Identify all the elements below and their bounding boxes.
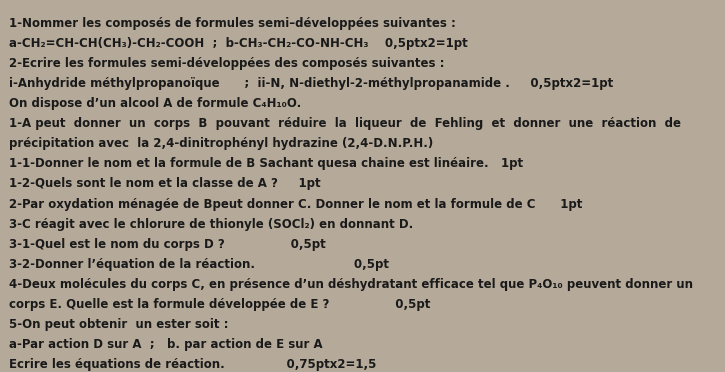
- Text: 3-C réagit avec le chlorure de thionyle (SOCl₂) en donnant D.: 3-C réagit avec le chlorure de thionyle …: [9, 218, 413, 231]
- Text: 5-On peut obtenir  un ester soit :: 5-On peut obtenir un ester soit :: [9, 318, 228, 331]
- Text: Ecrire les équations de réaction.               0,75ptx2=1,5: Ecrire les équations de réaction. 0,75pt…: [9, 358, 376, 371]
- Text: 3-1-Quel est le nom du corps D ?                0,5pt: 3-1-Quel est le nom du corps D ? 0,5pt: [9, 238, 326, 251]
- Text: i-Anhydride méthylpropanoïque      ;  ii-N, N-diethyl-2-méthylpropanamide .     : i-Anhydride méthylpropanoïque ; ii-N, N-…: [9, 77, 613, 90]
- Text: 1-Nommer les composés de formules semi–développées suivantes :: 1-Nommer les composés de formules semi–d…: [9, 17, 455, 30]
- Text: précipitation avec  la 2,4-dinitrophényl hydrazine (2,4-D.N.P.H.): précipitation avec la 2,4-dinitrophényl …: [9, 137, 433, 150]
- Text: 1-1-Donner le nom et la formule de B Sachant quesa chaine est linéaire.   1pt: 1-1-Donner le nom et la formule de B Sac…: [9, 157, 523, 170]
- Text: On dispose d’un alcool A de formule C₄H₁₀O.: On dispose d’un alcool A de formule C₄H₁…: [9, 97, 301, 110]
- Text: 2-Ecrire les formules semi-développées des composés suivantes :: 2-Ecrire les formules semi-développées d…: [9, 57, 444, 70]
- Text: corps E. Quelle est la formule développée de E ?                0,5pt: corps E. Quelle est la formule développé…: [9, 298, 430, 311]
- Text: 4-Deux molécules du corps C, en présence d’un déshydratant efficace tel que P₄O₁: 4-Deux molécules du corps C, en présence…: [9, 278, 692, 291]
- Text: 1-A peut  donner  un  corps  B  pouvant  réduire  la  liqueur  de  Fehling  et  : 1-A peut donner un corps B pouvant rédui…: [9, 117, 681, 130]
- Text: 2-Par oxydation ménagée de Bpeut donner C. Donner le nom et la formule de C     : 2-Par oxydation ménagée de Bpeut donner …: [9, 198, 582, 211]
- Text: 3-2-Donner l’équation de la réaction.                        0,5pt: 3-2-Donner l’équation de la réaction. 0,…: [9, 258, 389, 271]
- Text: a-CH₂=CH-CH(CH₃)-CH₂-COOH  ;  b-CH₃-CH₂-CO-NH-CH₃    0,5ptx2=1pt: a-CH₂=CH-CH(CH₃)-CH₂-COOH ; b-CH₃-CH₂-CO…: [9, 37, 468, 50]
- Text: 1-2-Quels sont le nom et la classe de A ?     1pt: 1-2-Quels sont le nom et la classe de A …: [9, 177, 320, 190]
- Text: a-Par action D sur A  ;   b. par action de E sur A: a-Par action D sur A ; b. par action de …: [9, 338, 323, 351]
